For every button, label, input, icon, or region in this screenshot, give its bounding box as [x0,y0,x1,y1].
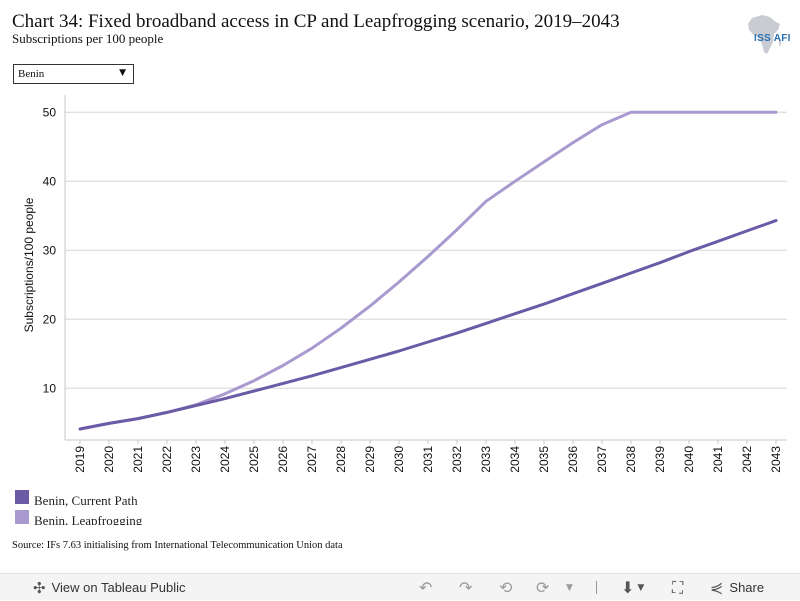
fullscreen-icon: ⛶ [672,577,684,597]
x-tick-label: 2021 [131,446,145,473]
chart-subtitle: Subscriptions per 100 people [12,31,164,46]
y-tick-label: 30 [43,243,57,257]
series-line-current-path [78,219,778,431]
africa-map-icon [748,15,781,54]
x-tick-label: 2027 [305,446,319,473]
x-axis-ticks: 2019 2020 2021 2022 2023 2024 2025 2026 2027 2028… [73,440,783,473]
y-tick-label: 20 [43,312,57,326]
x-tick-label: 2024 [218,446,232,473]
redo-button[interactable]: ↷ [459,574,472,601]
toolbar-divider [596,581,597,594]
x-tick-label: 2043 [769,446,783,473]
x-tick-label: 2025 [247,446,261,473]
x-tick-label: 2030 [392,446,406,473]
fullscreen-button[interactable]: ⛶ [672,574,683,601]
y-tick-label: 10 [43,381,57,395]
chart-grid [65,111,787,389]
chart-axes [64,95,787,441]
x-tick-label: 2035 [537,446,551,473]
x-tick-label: 2040 [682,446,696,473]
x-tick-label: 2032 [450,446,464,473]
x-tick-label: 2033 [479,446,493,473]
x-tick-label: 2034 [508,446,522,473]
x-tick-label: 2023 [189,446,203,473]
refresh-dropdown[interactable]: ▼ [566,574,573,601]
x-tick-label: 2020 [102,446,116,473]
legend-label: Benin, Leapfrogging [34,513,143,525]
country-select[interactable]: Benin ▼ [13,64,134,84]
undo-button[interactable]: ↶ [419,574,432,601]
legend-item-current-path[interactable]: Benin, Current Path [14,489,214,509]
series-line-leapfrogging [78,110,778,431]
x-tick-label: 2019 [73,446,87,473]
chevron-down-icon: ▼ [637,582,645,593]
y-tick-label: 40 [43,174,57,188]
legend-item-leapfrogging[interactable]: Benin, Leapfrogging [14,509,214,525]
chart-series [78,110,778,431]
share-icon: ⋞ [710,578,724,597]
x-tick-label: 2028 [334,446,348,473]
x-tick-label: 2029 [363,446,377,473]
x-tick-label: 2026 [276,446,290,473]
logo-text: ISS AFI [754,33,791,44]
tableau-icon: ✣ [33,578,46,597]
x-tick-label: 2038 [624,446,638,473]
dropdown-arrow-icon: ▼ [119,68,126,78]
source-note: Source: IFs 7.63 initialising from Inter… [12,540,343,551]
download-icon: ⬇ [621,578,635,597]
refresh-icon: ⟳ [536,578,550,597]
download-button[interactable]: ⬇ ▼ [621,574,644,601]
x-tick-label: 2041 [711,446,725,473]
undo-icon: ↶ [419,578,433,597]
view-on-tableau-label: View on Tableau Public [51,580,186,595]
x-tick-label: 2039 [653,446,667,473]
revert-button[interactable]: ⟲ [499,574,512,601]
tableau-toolbar: ✣ View on Tableau Public ↶ ↷ ⟲ ⟳ ▼ ⬇ ▼ ⛶… [0,573,800,600]
country-select-value: Benin [18,68,45,80]
chart-title: Chart 34: Fixed broadband access in CP a… [12,11,620,32]
view-on-tableau-link[interactable]: ✣ View on Tableau Public [33,574,186,601]
legend-swatch-current-path [15,490,29,504]
revert-icon: ⟲ [499,578,513,597]
chevron-down-icon: ▼ [566,582,573,593]
y-tick-label: 50 [43,105,57,119]
refresh-button[interactable]: ⟳ [536,574,549,601]
legend-swatch-leapfrogging [15,510,29,524]
legend-label: Benin, Current Path [34,493,138,508]
share-button[interactable]: ⋞ Share [710,574,764,601]
iss-africa-logo: ISS AFI [740,12,792,56]
x-tick-label: 2031 [421,446,435,473]
share-label: Share [729,580,765,595]
redo-icon: ↷ [459,578,473,597]
y-axis-label: Subscriptions/100 people [22,197,36,333]
x-tick-label: 2037 [595,446,609,473]
x-tick-label: 2042 [740,446,754,473]
x-tick-label: 2036 [566,446,580,473]
x-tick-label: 2022 [160,446,174,473]
y-axis-ticks: 10 20 30 40 50 [43,105,57,395]
